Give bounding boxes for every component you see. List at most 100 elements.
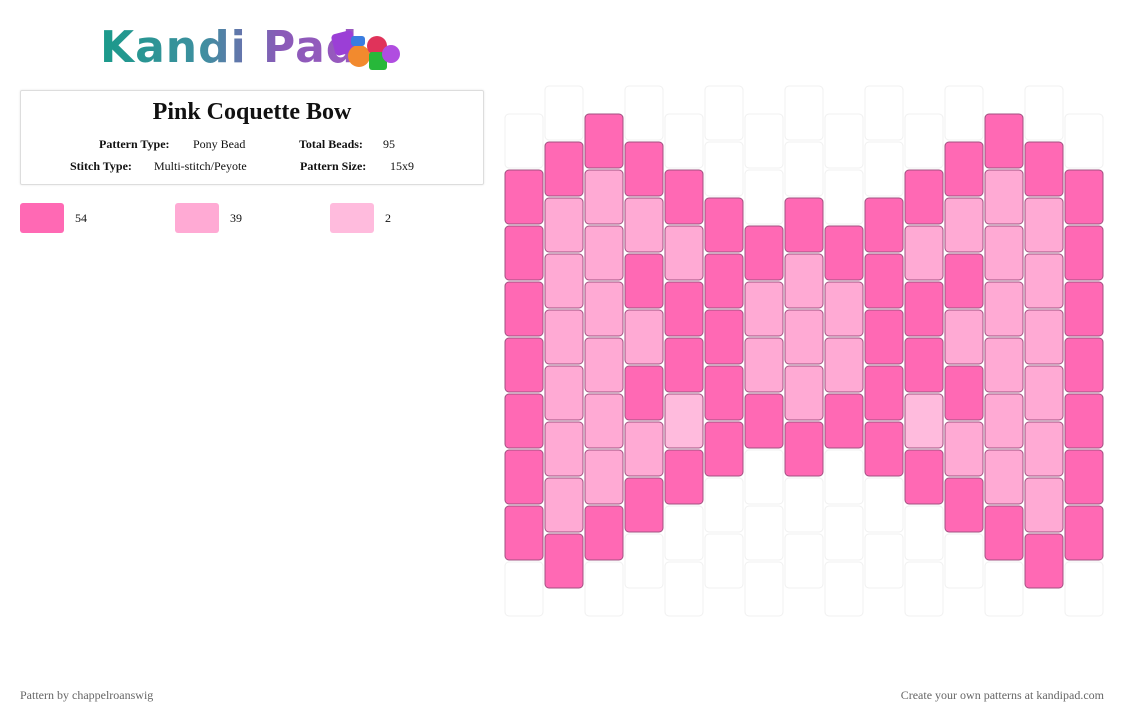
- bead: [984, 505, 1024, 561]
- empty-bead: [624, 85, 664, 141]
- bead: [1024, 253, 1064, 309]
- empty-bead: [704, 533, 744, 589]
- bead: [584, 113, 624, 169]
- bead-grid: [504, 85, 1104, 617]
- color-count: 54: [75, 211, 87, 225]
- bead: [584, 505, 624, 561]
- footer-credit: Pattern by chappelroanswig: [20, 688, 154, 702]
- bead: [704, 253, 744, 309]
- bead: [984, 281, 1024, 337]
- bead: [624, 365, 664, 421]
- bead: [544, 141, 584, 197]
- footer-link[interactable]: Create your own patterns at kandipad.com: [900, 688, 1104, 702]
- empty-bead: [584, 561, 624, 617]
- empty-bead: [744, 561, 784, 617]
- field-value: Pony Bead: [193, 137, 246, 151]
- bead: [624, 309, 664, 365]
- bead: [704, 421, 744, 477]
- empty-bead: [504, 561, 544, 617]
- bead: [744, 393, 784, 449]
- logo[interactable]: Kandi Pad: [100, 22, 359, 73]
- bead: [544, 197, 584, 253]
- bead: [664, 449, 704, 505]
- bead: [704, 197, 744, 253]
- empty-bead: [664, 113, 704, 169]
- bead: [544, 477, 584, 533]
- bead: [944, 253, 984, 309]
- bead: [624, 253, 664, 309]
- field-label: Stitch Type:: [70, 159, 132, 173]
- field-value: 15x9: [390, 159, 414, 173]
- color-swatch[interactable]: [330, 203, 374, 233]
- empty-bead: [824, 505, 864, 561]
- bead: [944, 477, 984, 533]
- bead: [504, 449, 544, 505]
- empty-bead: [544, 85, 584, 141]
- bead: [1064, 337, 1104, 393]
- bead: [824, 393, 864, 449]
- bead: [1024, 421, 1064, 477]
- empty-bead: [784, 141, 824, 197]
- empty-bead: [864, 477, 904, 533]
- color-swatch[interactable]: [175, 203, 219, 233]
- bead: [504, 505, 544, 561]
- bead: [544, 365, 584, 421]
- empty-bead: [904, 113, 944, 169]
- empty-bead: [744, 449, 784, 505]
- empty-bead: [664, 561, 704, 617]
- empty-bead: [664, 505, 704, 561]
- bead: [544, 309, 584, 365]
- bead: [984, 113, 1024, 169]
- bead: [904, 449, 944, 505]
- empty-bead: [704, 85, 744, 141]
- logo-icon: [331, 30, 400, 70]
- empty-bead: [824, 113, 864, 169]
- empty-bead: [704, 141, 744, 197]
- empty-bead: [784, 85, 824, 141]
- bead: [824, 337, 864, 393]
- empty-bead: [624, 533, 664, 589]
- bead: [584, 281, 624, 337]
- empty-bead: [784, 533, 824, 589]
- empty-bead: [824, 449, 864, 505]
- bead: [784, 365, 824, 421]
- bead: [904, 337, 944, 393]
- empty-bead: [944, 85, 984, 141]
- empty-bead: [864, 141, 904, 197]
- bead: [664, 225, 704, 281]
- bead: [1064, 449, 1104, 505]
- bead: [1064, 225, 1104, 281]
- bead: [504, 169, 544, 225]
- color-swatch[interactable]: [20, 203, 64, 233]
- bead: [544, 533, 584, 589]
- bead: [624, 197, 664, 253]
- empty-bead: [1024, 85, 1064, 141]
- bead: [984, 393, 1024, 449]
- bead: [744, 225, 784, 281]
- bead: [664, 169, 704, 225]
- bead: [504, 393, 544, 449]
- bead: [1024, 477, 1064, 533]
- color-count: 39: [230, 211, 242, 225]
- bead: [584, 225, 624, 281]
- field-label: Pattern Type:: [99, 137, 170, 151]
- bead: [784, 309, 824, 365]
- bead: [1024, 365, 1064, 421]
- bead: [504, 281, 544, 337]
- color-count: 2: [385, 211, 391, 225]
- bead: [784, 197, 824, 253]
- bead: [904, 225, 944, 281]
- bead: [944, 197, 984, 253]
- bead: [904, 393, 944, 449]
- empty-bead: [864, 85, 904, 141]
- bead: [584, 337, 624, 393]
- bead: [584, 393, 624, 449]
- bead: [864, 253, 904, 309]
- bead: [1024, 533, 1064, 589]
- bead: [864, 309, 904, 365]
- empty-bead: [504, 113, 544, 169]
- bead: [1064, 281, 1104, 337]
- empty-bead: [704, 477, 744, 533]
- bead: [784, 421, 824, 477]
- bead: [624, 141, 664, 197]
